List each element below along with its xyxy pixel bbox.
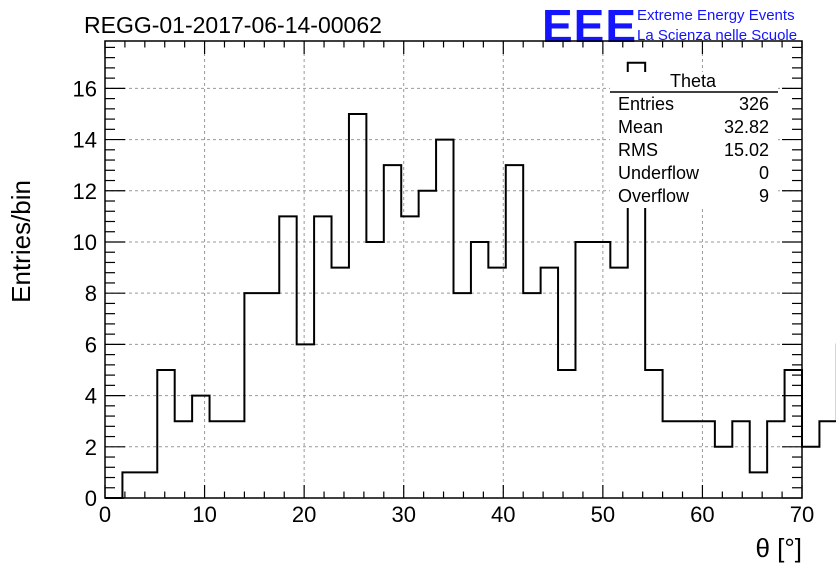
y-axis-label: Entries/bin (6, 180, 36, 303)
x-tick-label: 20 (292, 502, 316, 527)
x-tick-label: 70 (790, 502, 814, 527)
eee-logo-line1: Extreme Energy Events (637, 7, 795, 24)
stats-title: Theta (670, 71, 717, 91)
stats-box: Theta Entries 326 Mean 32.82 RMS 15.02 Underfl… (610, 71, 778, 208)
stats-box-background (610, 72, 778, 208)
x-tick-label: 40 (491, 502, 515, 527)
x-tick-label: 10 (192, 502, 216, 527)
x-tick-label: 30 (391, 502, 415, 527)
stats-row-label: Mean (618, 117, 663, 137)
stats-row-label: Underflow (618, 163, 700, 183)
stats-row-value: 0 (759, 163, 769, 183)
y-tick-label: 12 (73, 179, 97, 204)
stats-rows: Entries 326 Mean 32.82 RMS 15.02 Underflow 0 Ove… (618, 94, 769, 206)
x-tick-label: 50 (591, 502, 615, 527)
y-tick-label: 6 (85, 332, 97, 357)
y-tick-label: 8 (85, 281, 97, 306)
x-axis-label: θ [°] (755, 533, 802, 563)
chart-title: REGG-01-2017-06-14-00062 (84, 12, 382, 38)
y-tick-label: 16 (73, 76, 97, 101)
stats-row-value: 32.82 (724, 117, 769, 137)
eee-logo-line2: La Scienza nelle Scuole (637, 27, 797, 44)
stats-row-value: 15.02 (724, 140, 769, 160)
stats-row-label: Entries (618, 94, 674, 114)
y-tick-label: 10 (73, 230, 97, 255)
histogram-series (105, 61, 836, 499)
eee-logo: EEE Extreme Energy Events La Scienza nel… (542, 0, 797, 52)
stats-row-label: RMS (618, 140, 658, 160)
axis-ticks (104, 41, 803, 499)
y-tick-labels: 0 2 4 6 8 10 12 14 16 (73, 76, 97, 511)
stats-row-label: Overflow (618, 186, 690, 206)
plot-frame (104, 40, 803, 499)
eee-logo-mark: EEE (542, 0, 637, 52)
y-tick-label: 14 (73, 128, 97, 153)
x-tick-label: 0 (99, 502, 111, 527)
x-tick-label: 60 (690, 502, 714, 527)
y-tick-label: 2 (85, 435, 97, 460)
y-tick-label: 0 (85, 486, 97, 511)
stats-row-value: 326 (739, 94, 769, 114)
x-tick-labels: 0 10 20 30 40 50 60 70 (99, 502, 814, 527)
stats-row-value: 9 (759, 186, 769, 206)
y-tick-label: 4 (85, 384, 97, 409)
